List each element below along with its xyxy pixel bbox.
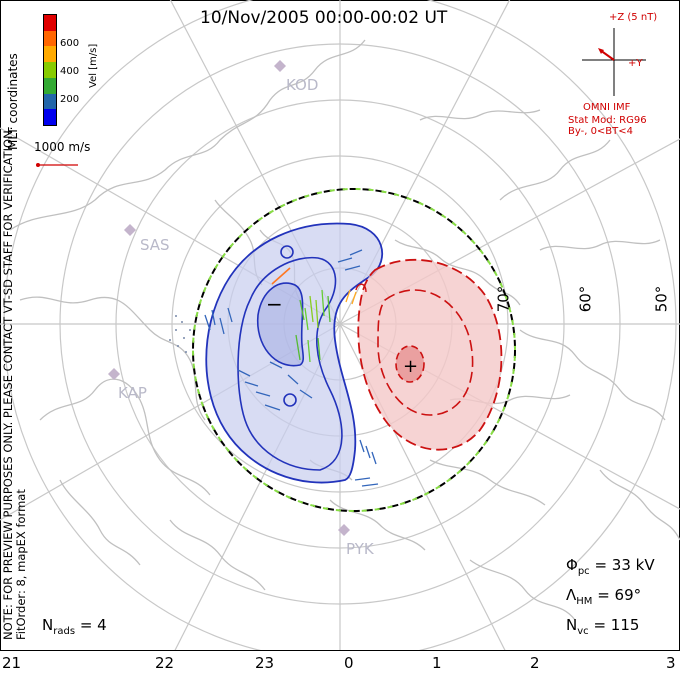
latitude-label: 60° xyxy=(576,285,595,313)
latitude-label: 70° xyxy=(494,285,513,313)
mlt-hour-label: 22 xyxy=(155,654,175,672)
potential-max-marker: + xyxy=(403,356,419,377)
station-markers xyxy=(108,60,350,536)
colorbar-tick: 400 xyxy=(60,66,80,77)
mlt-hour-label: 2 xyxy=(530,654,540,672)
mlt-hour-label: 1 xyxy=(432,654,442,672)
colorbar-swatch xyxy=(44,46,56,63)
velocity-colorbar xyxy=(43,14,57,126)
potential-min-marker: − xyxy=(266,292,283,316)
colorbar-swatch xyxy=(44,30,56,47)
station-label: KAP xyxy=(118,384,147,402)
mlt-hour-label: 3 xyxy=(666,654,676,672)
mlt-hour-label: 23 xyxy=(255,654,275,672)
negative-convection-cell xyxy=(205,222,384,484)
imf-source: OMNI IMF xyxy=(583,102,631,113)
station-label: KOD xyxy=(286,76,319,94)
positive-convection-cell xyxy=(355,258,503,451)
imf-z-label: +Z (5 nT) xyxy=(609,12,658,23)
colorbar-swatch xyxy=(44,93,56,110)
mlt-hour-label: 0 xyxy=(344,654,354,672)
colorbar-swatch xyxy=(44,77,56,94)
vector-scale-label: 1000 m/s xyxy=(34,140,91,154)
imf-dial xyxy=(582,28,646,96)
colorbar-swatch xyxy=(44,62,56,78)
preview-note-line2: FitOrder: 8, mapEX format xyxy=(14,489,28,640)
colorbar-tick: 600 xyxy=(60,38,80,49)
velocity-vectors xyxy=(169,249,379,487)
radar-count: Nrads = 4 xyxy=(42,616,107,637)
imf-condition: By-, 0<BT<4 xyxy=(568,126,634,137)
station-label: PYK xyxy=(346,540,374,558)
stat-model: Stat Mod: RG96 xyxy=(568,115,647,126)
hm-latitude: ΛHM = 69° xyxy=(566,586,642,607)
latitude-label: 50° xyxy=(652,285,671,313)
colorbar-tick: 200 xyxy=(60,94,80,105)
colorbar-swatch xyxy=(44,15,56,31)
colorbar-swatch xyxy=(44,109,56,126)
mlt-hour-label: 21 xyxy=(2,654,22,672)
cross-polar-potential: Φpc = 33 kV xyxy=(566,556,655,577)
imf-y-label: +Y xyxy=(628,58,643,69)
preview-note: NOTE: FOR PREVIEW PURPOSES ONLY. PLEASE … xyxy=(1,127,28,640)
colorbar-label: Vel [m/s] xyxy=(88,43,99,88)
station-label: SAS xyxy=(140,236,170,254)
map-title: 10/Nov/2005 00:00-00:02 UT xyxy=(200,8,448,28)
vector-count: Nvc = 115 xyxy=(566,616,640,637)
